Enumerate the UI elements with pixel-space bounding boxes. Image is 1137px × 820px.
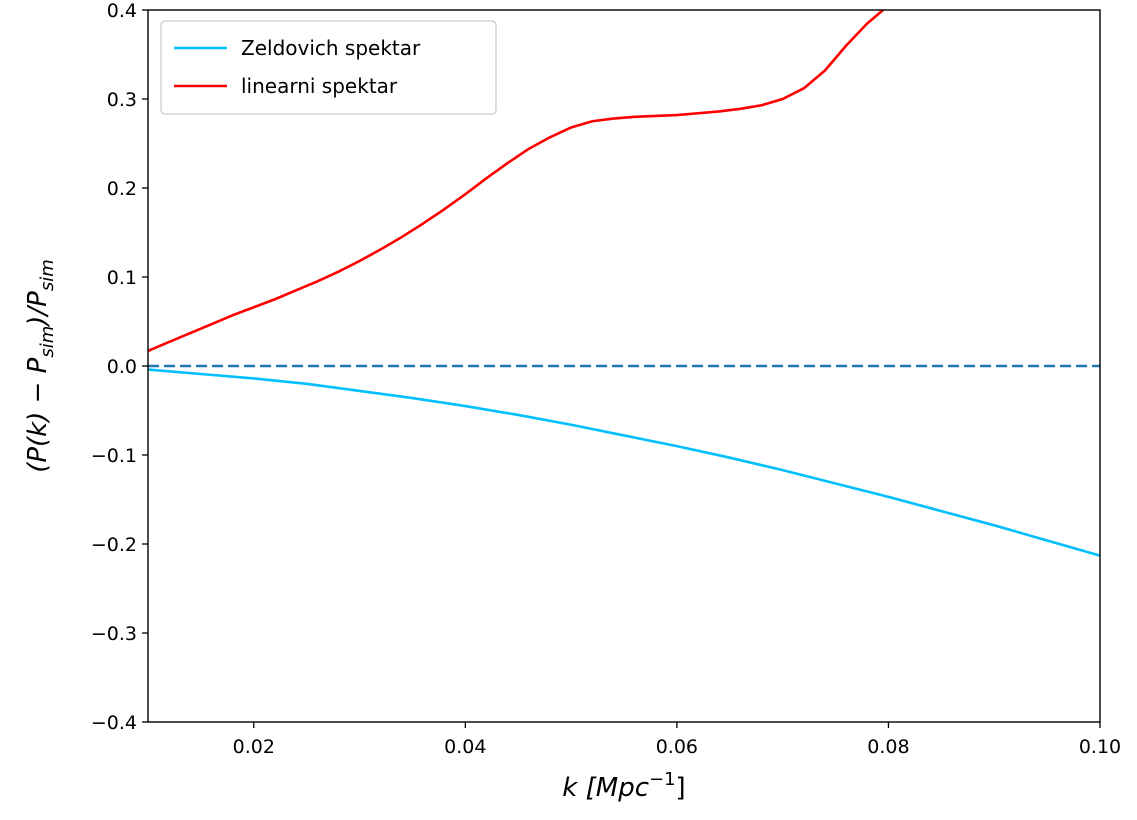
y-tick-label: 0.0 bbox=[107, 356, 137, 378]
legend-label-linearni-spektar: linearni spektar bbox=[241, 74, 398, 98]
y-axis-label-sub2: sim bbox=[37, 259, 58, 291]
y-tick-label: 0.2 bbox=[107, 178, 137, 200]
y-tick-label: −0.2 bbox=[91, 534, 137, 556]
x-tick-label: 0.04 bbox=[444, 736, 486, 758]
series-line-linearni-spektar bbox=[148, 10, 884, 353]
y-tick-label: −0.4 bbox=[91, 712, 137, 734]
legend: Zeldovich spektar linearni spektar bbox=[160, 20, 497, 115]
y-axis-label-sub1: sim bbox=[37, 326, 58, 358]
y-tick-label: −0.1 bbox=[91, 445, 137, 467]
y-tick-label: −0.3 bbox=[91, 623, 137, 645]
y-axis-label-open: (P(k) − P bbox=[23, 357, 53, 472]
x-tick-label: 0.08 bbox=[867, 736, 909, 758]
x-axis-label-tail: ] bbox=[676, 773, 686, 803]
y-tick-label: 0.4 bbox=[107, 0, 137, 22]
y-tick-label: 0.1 bbox=[107, 267, 137, 289]
x-tick-label: 0.02 bbox=[233, 736, 275, 758]
x-tick-label: 0.10 bbox=[1079, 736, 1121, 758]
x-axis-label-sup: −1 bbox=[649, 769, 676, 790]
y-axis-label-mid: )/P bbox=[23, 291, 53, 328]
axes-layer: 0.02 0.04 0.06 0.08 0.10 −0.4 −0.3 −0.2 −0.1 0.0 0… bbox=[23, 0, 1121, 803]
series-line-zeldovich-spektar bbox=[148, 368, 1100, 557]
x-tick-label: 0.06 bbox=[656, 736, 698, 758]
x-axis-label: k [Mpc−1] bbox=[562, 769, 685, 803]
series-layer bbox=[148, 10, 1100, 557]
legend-box bbox=[160, 20, 497, 115]
x-axis-label-main: k [Mpc bbox=[562, 773, 649, 803]
legend-label-zeldovich-spektar: Zeldovich spektar bbox=[241, 36, 421, 60]
y-tick-label: 0.3 bbox=[107, 89, 137, 111]
y-axis-label: (P(k) − Psim)/Psim bbox=[23, 259, 58, 473]
